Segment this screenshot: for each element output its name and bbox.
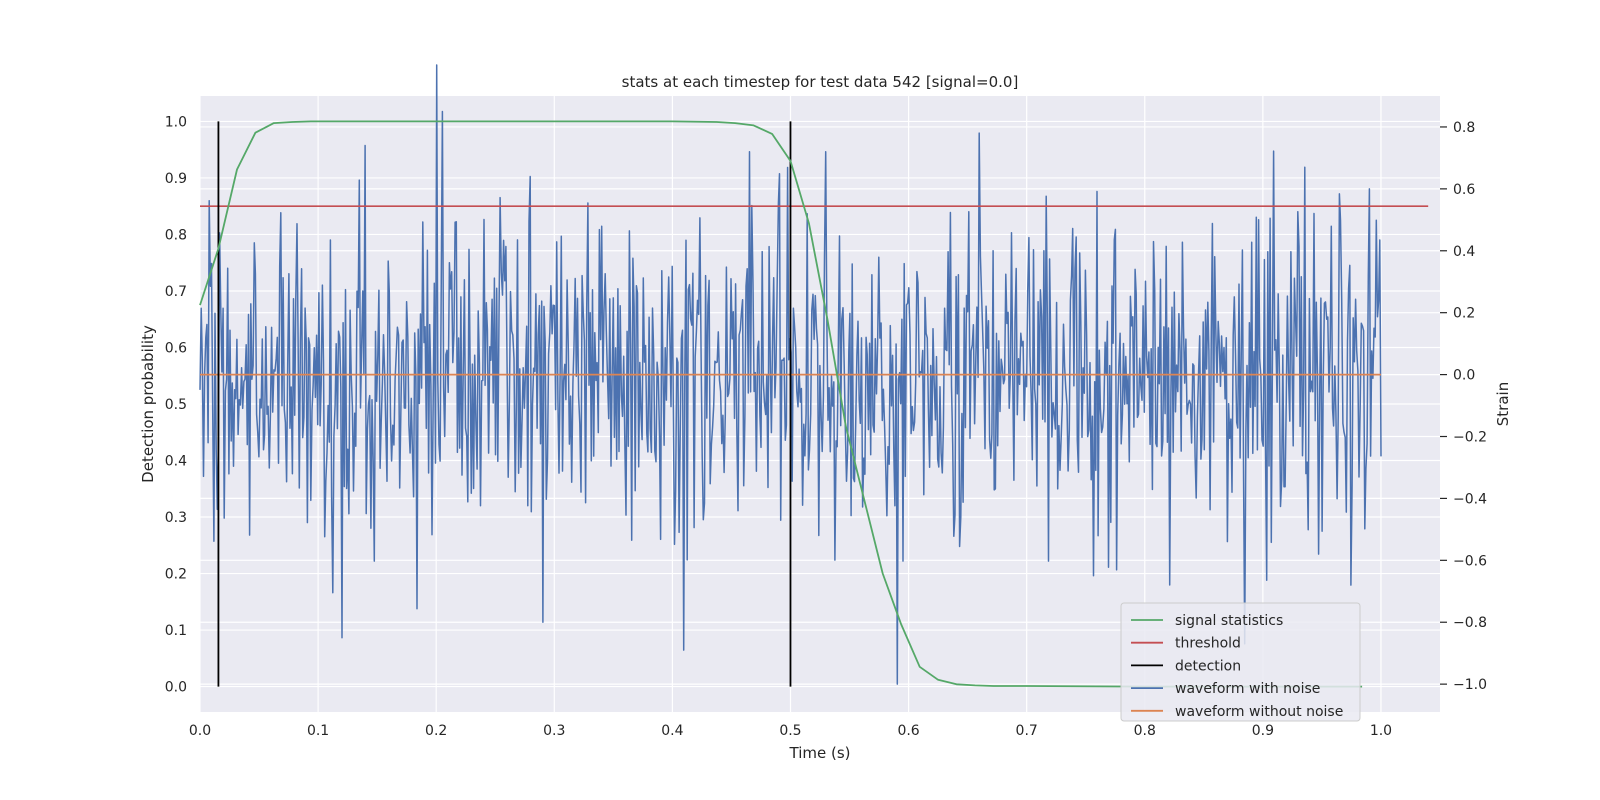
y-right-ticks: −1.0 −0.8 −0.6 −0.4 −0.2 0.0 0.2 0.4 0.6 0.8 (1440, 120, 1487, 693)
x-tick-label: 0.9 (1252, 723, 1274, 739)
x-tick-label: 1.0 (1370, 723, 1392, 739)
y-left-tick-label: 1.0 (165, 114, 187, 130)
y-axis-right-label: Strain (1494, 382, 1512, 426)
legend-box (1120, 602, 1361, 722)
legend-entries: signal statistics threshold detection wavef… (1131, 613, 1343, 720)
legend-label: waveform with noise (1175, 681, 1320, 697)
y-left-tick-label: 0.7 (165, 284, 187, 300)
x-tick-label: 0.8 (1134, 723, 1156, 739)
y-right-tick-label: 0.0 (1453, 368, 1475, 384)
x-tick-label: 0.0 (189, 723, 211, 739)
legend-label: signal statistics (1175, 613, 1283, 629)
y-left-tick-label: 0.1 (165, 623, 187, 639)
x-tick-label: 0.1 (307, 723, 329, 739)
x-tick-label: 0.3 (543, 723, 565, 739)
y-left-tick-label: 0.4 (165, 454, 187, 470)
plot-lines (199, 64, 1429, 688)
x-tick-label: 0.7 (1016, 723, 1038, 739)
x-tick-label: 0.2 (425, 723, 447, 739)
legend-label: threshold (1175, 636, 1241, 652)
x-tick-label: 0.4 (661, 723, 683, 739)
y-left-tick-label: 0.8 (165, 227, 187, 243)
y-right-tick-label: −0.8 (1453, 615, 1487, 631)
y-right-tick-label: −0.2 (1453, 430, 1487, 446)
x-axis-label: Time (s) (789, 744, 851, 762)
legend: signal statistics threshold detection wavef… (1120, 602, 1361, 722)
y-right-tick-label: −0.6 (1453, 553, 1487, 569)
x-ticks: 0.0 0.1 0.2 0.3 0.4 0.5 0.6 0.7 0.8 0.9 1.0 (189, 723, 1392, 739)
x-tick-label: 0.5 (779, 723, 801, 739)
y-left-tick-label: 0.2 (165, 567, 187, 583)
y-right-tick-label: 0.2 (1453, 306, 1475, 322)
y-left-tick-label: 0.6 (165, 340, 187, 356)
y-axis-left-label: Detection probability (139, 325, 157, 483)
x-tick-label: 0.6 (897, 723, 919, 739)
y-right-tick-label: 0.4 (1453, 244, 1475, 260)
series-signal-statistics (199, 120, 1363, 688)
y-right-tick-label: −0.4 (1453, 491, 1487, 507)
y-left-tick-label: 0.0 (165, 680, 187, 696)
y-right-tick-label: −1.0 (1453, 677, 1487, 693)
y-right-tick-label: 0.8 (1453, 120, 1475, 136)
legend-label: detection (1175, 658, 1241, 674)
chart-title: stats at each timestep for test data 542… (622, 73, 1019, 91)
y-left-tick-label: 0.5 (165, 397, 187, 413)
legend-label: waveform without noise (1175, 704, 1343, 720)
y-left-tick-label: 0.3 (165, 510, 187, 526)
y-left-tick-label: 0.9 (165, 171, 187, 187)
y-left-ticks: 0.0 0.1 0.2 0.3 0.4 0.5 0.6 0.7 0.8 0.9 1.0 (165, 114, 187, 695)
y-right-tick-label: 0.6 (1453, 182, 1475, 198)
